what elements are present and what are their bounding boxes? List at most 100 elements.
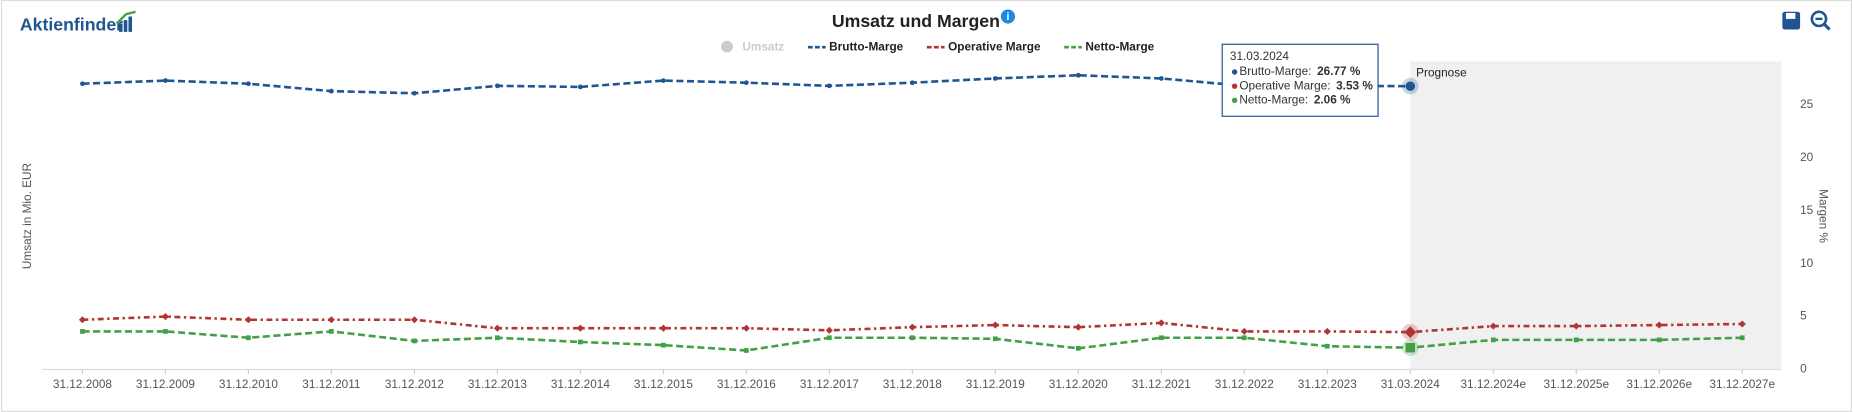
point bbox=[495, 335, 500, 341]
point bbox=[1405, 81, 1415, 91]
point bbox=[163, 329, 168, 334]
point bbox=[1158, 76, 1164, 81]
y-tick-label: 15 bbox=[1800, 203, 1814, 217]
point bbox=[826, 83, 832, 89]
point bbox=[1240, 327, 1248, 335]
tooltip-box bbox=[1221, 43, 1379, 117]
y-tick-label: 20 bbox=[1800, 150, 1814, 164]
point bbox=[1075, 72, 1081, 78]
point bbox=[661, 342, 666, 348]
forecast-label: Prognose bbox=[1416, 65, 1467, 79]
y-axis-label: Umsatz in Mio. EUR bbox=[20, 163, 34, 269]
x-tick-label: 31.12.2019 bbox=[966, 377, 1025, 391]
tooltip-label: Operative Marge: bbox=[1239, 78, 1333, 92]
point bbox=[909, 335, 915, 341]
point bbox=[329, 88, 334, 94]
forecast-area bbox=[1410, 61, 1782, 370]
x-tick-label: 31.12.2015 bbox=[634, 377, 693, 391]
point bbox=[661, 78, 666, 83]
x-tick-label: 31.12.2021 bbox=[1132, 377, 1191, 391]
point bbox=[493, 324, 501, 332]
legend-label[interactable]: Netto-Marge bbox=[1085, 39, 1154, 53]
logo-icon bbox=[115, 10, 136, 32]
x-tick-label: 31.12.2025e bbox=[1543, 377, 1609, 391]
save-icon[interactable] bbox=[1782, 11, 1801, 30]
x-tick-label: 31.12.2027e bbox=[1709, 377, 1775, 391]
y-tick-label: 25 bbox=[1800, 97, 1814, 111]
point bbox=[1490, 337, 1496, 343]
x-tick-label: 31.12.2010 bbox=[219, 377, 278, 391]
y-tick-label: 10 bbox=[1800, 256, 1814, 270]
point bbox=[412, 90, 417, 96]
tooltip-title: 31.03.2024 bbox=[1230, 49, 1289, 63]
point bbox=[244, 316, 252, 324]
legend-label[interactable]: Operative Marge bbox=[948, 39, 1041, 53]
point bbox=[909, 80, 915, 86]
point bbox=[659, 324, 667, 332]
point bbox=[80, 329, 85, 334]
point bbox=[578, 339, 583, 345]
x-tick-label: 31.12.2013 bbox=[468, 377, 527, 391]
point bbox=[329, 329, 334, 334]
point bbox=[1572, 322, 1580, 330]
tooltip-label: Brutto-Marge: bbox=[1239, 64, 1314, 78]
point bbox=[1075, 345, 1081, 351]
point bbox=[1489, 322, 1497, 330]
point bbox=[1573, 337, 1579, 343]
legend-label[interactable]: Brutto-Marge bbox=[829, 39, 903, 53]
x-tick-label: 31.12.2022 bbox=[1215, 377, 1274, 391]
point bbox=[78, 316, 86, 324]
tooltip-value: 2.06 % bbox=[1314, 92, 1351, 106]
point bbox=[578, 84, 583, 90]
point bbox=[410, 316, 418, 324]
x-tick-label: 31.12.2016 bbox=[717, 377, 776, 391]
x-tick-label: 31.12.2012 bbox=[385, 377, 444, 391]
x-tick-label: 31.12.2023 bbox=[1298, 377, 1357, 391]
tooltip-value: 3.53 % bbox=[1336, 78, 1373, 92]
point bbox=[1738, 320, 1746, 328]
y-tick-label: 0 bbox=[1800, 362, 1807, 376]
tooltip-label: Netto-Marge: bbox=[1239, 92, 1311, 106]
tooltip-dot bbox=[1231, 97, 1238, 104]
info-icon[interactable]: i bbox=[1000, 9, 1016, 24]
point bbox=[161, 313, 169, 321]
point bbox=[1074, 323, 1082, 331]
point bbox=[992, 76, 998, 81]
x-tick-label: 31.12.2008 bbox=[53, 377, 112, 391]
point bbox=[1323, 327, 1331, 335]
point bbox=[576, 324, 584, 332]
point bbox=[1656, 337, 1662, 343]
point bbox=[1324, 343, 1330, 349]
y-tick-label: 5 bbox=[1800, 309, 1807, 323]
zoom-icon[interactable] bbox=[1810, 10, 1831, 31]
svg-text:i: i bbox=[1006, 11, 1009, 23]
x-tick-label: 31.12.2026e bbox=[1626, 377, 1692, 391]
point bbox=[991, 321, 999, 329]
point bbox=[495, 83, 500, 89]
point bbox=[743, 348, 749, 353]
point bbox=[826, 335, 832, 341]
tooltip-value: 26.77 % bbox=[1317, 64, 1361, 78]
point bbox=[1739, 335, 1745, 341]
point bbox=[1241, 335, 1247, 341]
point bbox=[1158, 335, 1164, 341]
x-tick-label: 31.12.2020 bbox=[1049, 377, 1108, 391]
x-tick-label: 31.12.2014 bbox=[551, 377, 610, 391]
x-tick-label: 31.12.2011 bbox=[302, 377, 360, 391]
chart-title: Umsatz und Margen bbox=[832, 11, 1000, 31]
logo: Aktienfinder bbox=[20, 15, 123, 35]
y2-axis-label: Margen % bbox=[1816, 189, 1830, 243]
tooltip-dot bbox=[1231, 69, 1238, 75]
x-tick-label: 31.12.2024e bbox=[1460, 377, 1526, 391]
point bbox=[1404, 326, 1417, 339]
point bbox=[412, 338, 417, 344]
x-tick-label: 31.12.2009 bbox=[136, 377, 195, 391]
point bbox=[163, 78, 168, 83]
point bbox=[246, 81, 251, 87]
legend-label[interactable]: Umsatz bbox=[742, 39, 784, 53]
point bbox=[80, 81, 85, 87]
point bbox=[1405, 342, 1415, 353]
tooltip-dot bbox=[1231, 83, 1238, 89]
